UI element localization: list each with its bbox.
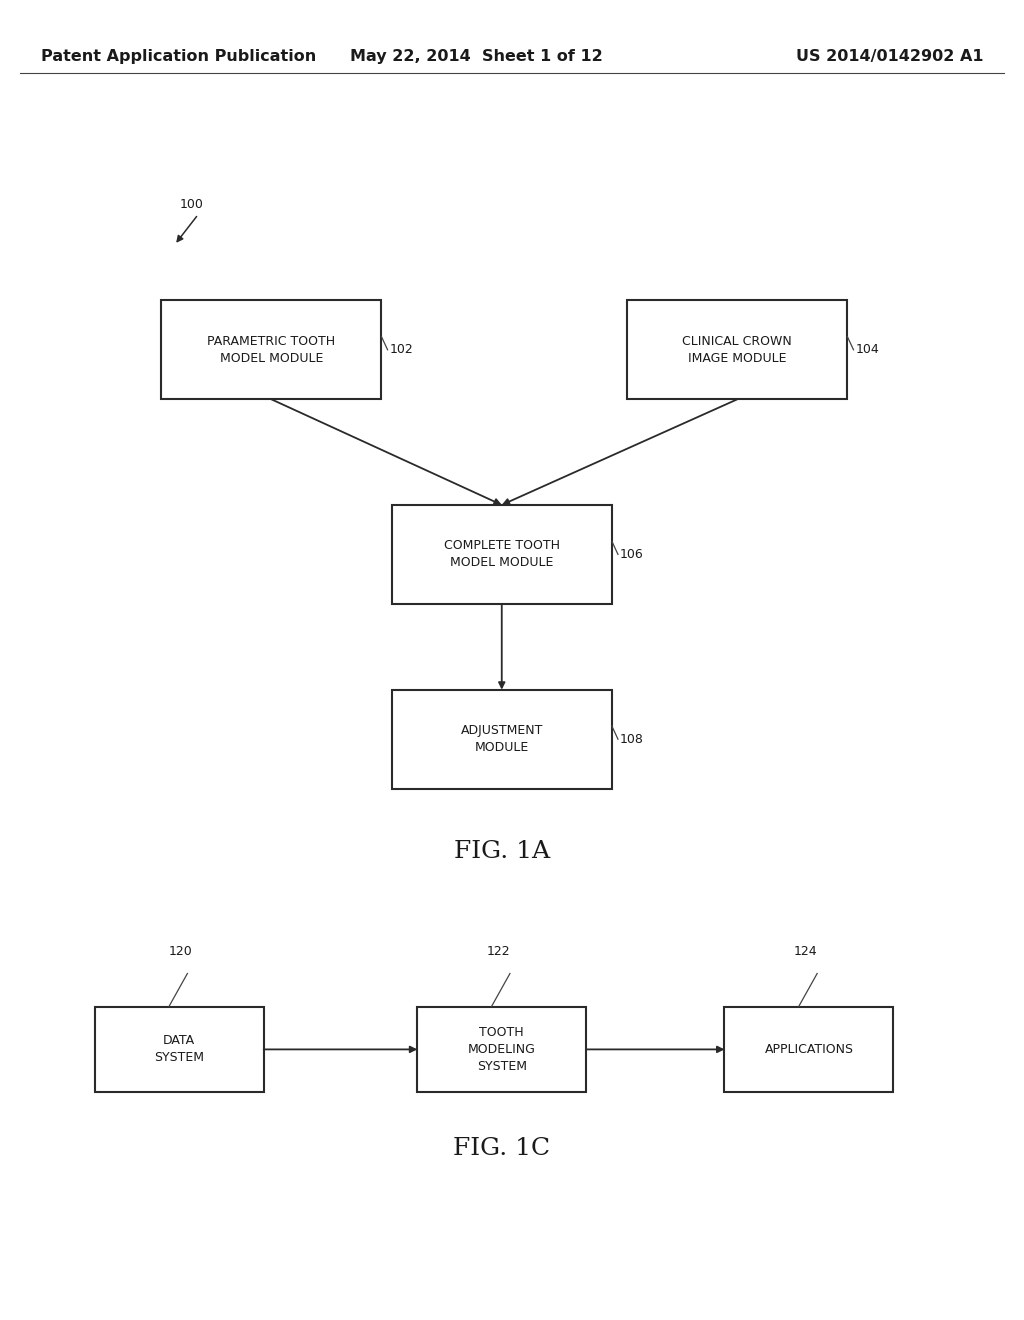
Text: 122: 122 xyxy=(486,945,510,958)
Bar xyxy=(391,506,612,605)
Text: 102: 102 xyxy=(389,343,414,356)
Text: TOOTH
MODELING
SYSTEM: TOOTH MODELING SYSTEM xyxy=(468,1026,536,1073)
Text: ADJUSTMENT
MODULE: ADJUSTMENT MODULE xyxy=(461,725,543,754)
Bar xyxy=(94,1006,264,1093)
Bar xyxy=(418,1006,586,1093)
Text: FIG. 1A: FIG. 1A xyxy=(454,840,550,863)
Text: APPLICATIONS: APPLICATIONS xyxy=(765,1043,853,1056)
Text: Patent Application Publication: Patent Application Publication xyxy=(41,49,316,65)
Text: DATA
SYSTEM: DATA SYSTEM xyxy=(155,1035,204,1064)
Bar xyxy=(725,1006,893,1093)
Bar xyxy=(627,300,847,399)
Text: 120: 120 xyxy=(169,945,193,958)
Text: 106: 106 xyxy=(621,548,644,561)
Bar xyxy=(391,689,612,788)
Text: 104: 104 xyxy=(856,343,880,356)
Text: May 22, 2014  Sheet 1 of 12: May 22, 2014 Sheet 1 of 12 xyxy=(350,49,602,65)
Text: PARAMETRIC TOOTH
MODEL MODULE: PARAMETRIC TOOTH MODEL MODULE xyxy=(207,335,336,364)
Text: 100: 100 xyxy=(179,198,203,211)
Text: US 2014/0142902 A1: US 2014/0142902 A1 xyxy=(796,49,983,65)
Text: CLINICAL CROWN
IMAGE MODULE: CLINICAL CROWN IMAGE MODULE xyxy=(682,335,793,364)
Text: FIG. 1C: FIG. 1C xyxy=(454,1137,550,1160)
Text: 108: 108 xyxy=(621,733,644,746)
Text: 124: 124 xyxy=(794,945,817,958)
Text: COMPLETE TOOTH
MODEL MODULE: COMPLETE TOOTH MODEL MODULE xyxy=(443,540,560,569)
Bar xyxy=(162,300,382,399)
